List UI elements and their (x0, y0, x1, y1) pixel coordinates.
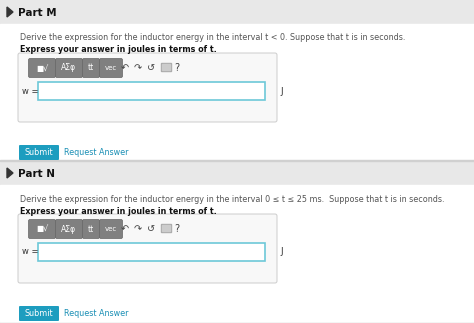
FancyBboxPatch shape (82, 220, 100, 238)
FancyBboxPatch shape (100, 58, 122, 78)
FancyBboxPatch shape (18, 53, 277, 122)
Text: w =: w = (22, 87, 38, 96)
Text: Request Answer: Request Answer (64, 309, 128, 318)
FancyBboxPatch shape (18, 214, 277, 283)
Text: Request Answer: Request Answer (64, 148, 128, 157)
Text: ↷: ↷ (134, 224, 142, 234)
Bar (38, 82, 265, 100)
Polygon shape (7, 7, 13, 17)
Bar (161, 63, 171, 71)
Text: Part M: Part M (18, 8, 56, 18)
Polygon shape (7, 168, 13, 178)
FancyBboxPatch shape (19, 306, 59, 321)
Text: ↷: ↷ (134, 63, 142, 73)
Text: Part N: Part N (18, 169, 55, 179)
Bar (0, 185, 474, 321)
Text: vec: vec (105, 226, 117, 232)
Text: ↶: ↶ (121, 63, 129, 73)
FancyBboxPatch shape (28, 58, 55, 78)
FancyBboxPatch shape (82, 58, 100, 78)
Text: J: J (280, 247, 283, 256)
Text: ?: ? (174, 63, 180, 73)
Text: ?: ? (174, 224, 180, 234)
Text: J: J (280, 87, 283, 96)
Text: ↺: ↺ (147, 224, 155, 234)
FancyBboxPatch shape (28, 220, 55, 238)
Bar (38, 243, 265, 261)
Text: w =: w = (22, 247, 38, 256)
Bar (0, 0, 474, 24)
Text: ↺: ↺ (147, 63, 155, 73)
FancyBboxPatch shape (100, 220, 122, 238)
Text: tt: tt (88, 224, 94, 234)
Text: ↶: ↶ (121, 224, 129, 234)
Bar (0, 161, 474, 185)
Text: AΣφ: AΣφ (62, 64, 77, 72)
Text: AΣφ: AΣφ (62, 224, 77, 234)
Text: vec: vec (105, 65, 117, 71)
Text: Derive the expression for the inductor energy in the interval t < 0. Suppose tha: Derive the expression for the inductor e… (20, 34, 405, 43)
Text: Submit: Submit (25, 309, 53, 318)
FancyBboxPatch shape (19, 145, 59, 160)
Text: Express your answer in joules in terms of t.: Express your answer in joules in terms o… (20, 206, 217, 215)
Text: ■√: ■√ (36, 64, 48, 72)
FancyBboxPatch shape (55, 220, 82, 238)
Text: tt: tt (88, 64, 94, 72)
FancyBboxPatch shape (55, 58, 82, 78)
Bar (0, 160, 474, 161)
Text: ■√: ■√ (36, 224, 48, 234)
Bar (162, 64, 170, 70)
Text: Derive the expression for the inductor energy in the interval 0 ≤ t ≤ 25 ms.  Su: Derive the expression for the inductor e… (20, 194, 445, 203)
Bar (162, 225, 170, 231)
Bar (0, 24, 474, 160)
Text: Express your answer in joules in terms of t.: Express your answer in joules in terms o… (20, 46, 217, 55)
Text: Submit: Submit (25, 148, 53, 157)
Bar (161, 224, 171, 232)
